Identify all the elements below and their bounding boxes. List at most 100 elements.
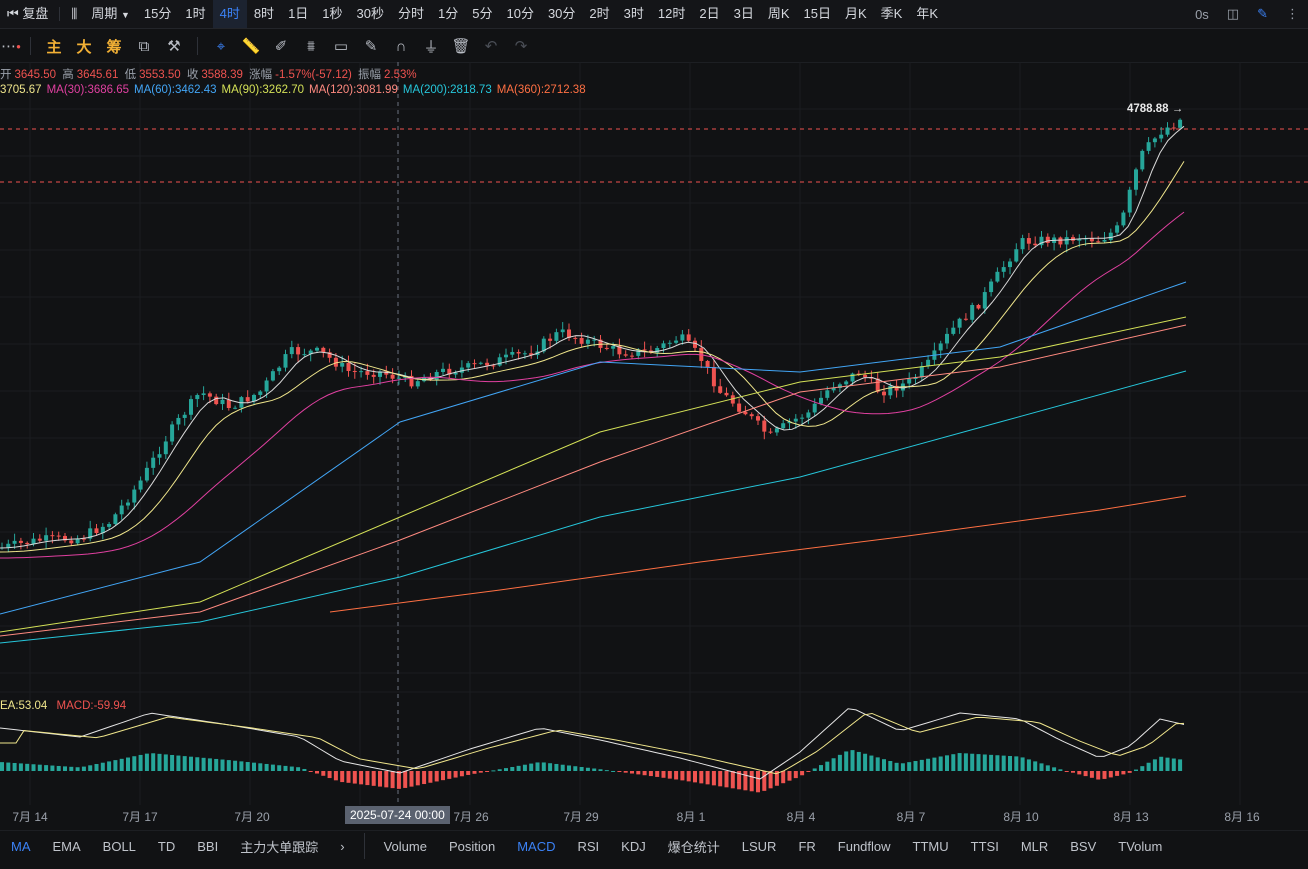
cursor-tool-icon[interactable]: ⌖ (216, 37, 226, 55)
sub-indicator-11[interactable]: MLR (1020, 838, 1049, 854)
macd-bar (239, 761, 244, 771)
time-tick: 8月 10 (1003, 810, 1039, 824)
sub-indicator-1[interactable]: Position (448, 838, 496, 854)
macd-bar (1134, 769, 1138, 771)
price-chart[interactable] (0, 62, 1308, 805)
redo-icon[interactable]: ↷ (514, 38, 528, 55)
macd-bar (396, 771, 401, 789)
interval-18[interactable]: 15日 (803, 6, 831, 21)
trash-icon[interactable]: 🗑 (451, 38, 471, 55)
undo-icon[interactable]: ↶ (484, 38, 498, 55)
main-indicator-0[interactable]: MA (11, 838, 31, 854)
macd-bar (579, 766, 584, 771)
interval-7[interactable]: 分时 (398, 6, 425, 21)
macd-bar (894, 762, 899, 771)
tools-icon[interactable]: ⚒ (167, 38, 181, 55)
chevron-right-icon[interactable]: › (340, 838, 345, 854)
measure-icon[interactable]: ▭ (333, 38, 349, 55)
ruler-icon[interactable]: 📏 (241, 38, 261, 55)
interval-10[interactable]: 10分 (506, 6, 534, 21)
interval-16[interactable]: 3日 (733, 6, 754, 21)
more-icon[interactable]: ⋮ (1286, 6, 1299, 21)
brush-icon[interactable]: ✐ (274, 38, 288, 55)
sub-indicator-2[interactable]: MACD (517, 838, 556, 854)
macd-bar (711, 771, 716, 786)
candle-body (756, 416, 760, 421)
interval-6[interactable]: 30秒 (356, 6, 384, 21)
macd-bar (636, 771, 641, 775)
macd-bar (913, 761, 918, 771)
main-chart-toggle[interactable]: 主 (46, 38, 62, 56)
main-indicator-5[interactable]: 主力大单跟踪 (240, 839, 319, 855)
magnet-icon[interactable]: ∩ (395, 37, 407, 55)
interval-0[interactable]: 15分 (143, 6, 172, 21)
interval-9[interactable]: 5分 (472, 6, 493, 21)
main-indicator-3[interactable]: TD (157, 838, 176, 854)
interval-4[interactable]: 1日 (288, 6, 309, 21)
interval-8[interactable]: 1分 (438, 6, 459, 21)
main-indicator-1[interactable]: EMA (52, 838, 81, 854)
interval-13[interactable]: 3时 (623, 6, 644, 21)
macd-bar (296, 767, 301, 771)
camera-icon[interactable]: ◫ (1226, 6, 1240, 21)
interval-11[interactable]: 30分 (547, 6, 576, 21)
interval-17[interactable]: 周K (767, 6, 790, 21)
sub-indicator-5[interactable]: 爆仓统计 (667, 839, 720, 855)
dea-line (0, 712, 1185, 775)
interval-21[interactable]: 年K (916, 6, 938, 21)
replay-button[interactable]: ⏮ 复盘 (0, 0, 55, 28)
interval-5[interactable]: 1秒 (322, 6, 343, 21)
candle-body (812, 403, 817, 413)
sub-indicator-9[interactable]: TTMU (912, 838, 949, 854)
interval-14[interactable]: 12时 (657, 6, 686, 21)
main-indicator-4[interactable]: BBI (197, 838, 219, 854)
macd-bar (25, 763, 30, 771)
compare-icon[interactable]: ⧉ (138, 37, 150, 55)
candle-body (850, 373, 855, 382)
main-indicator-2[interactable]: BOLL (102, 838, 136, 854)
interval-15[interactable]: 2日 (699, 6, 720, 21)
more-dots-icon[interactable]: ⋯ ● (1, 38, 21, 55)
macd-bar (743, 771, 748, 791)
pencil-icon[interactable]: ✎ (1257, 6, 1268, 21)
macd-bar (674, 771, 679, 780)
sub-indicator-10[interactable]: TTSI (970, 838, 999, 854)
interval-12[interactable]: 2时 (589, 6, 610, 21)
macd-bar (1140, 766, 1145, 771)
sub-indicator-8[interactable]: Fundflow (837, 838, 891, 854)
macd-bar (1096, 771, 1101, 780)
period-dropdown[interactable]: 周期 ▼ (84, 0, 137, 28)
candle-body (743, 411, 748, 415)
macd-bar (258, 763, 263, 771)
macd-bar (264, 763, 269, 771)
interval-19[interactable]: 月K (844, 6, 867, 21)
interval-1[interactable]: 1时 (185, 6, 206, 21)
candle-body (642, 349, 647, 351)
pattern-icon[interactable]: ⩩ (306, 37, 315, 55)
interval-3[interactable]: 8时 (253, 6, 275, 21)
sub-indicator-7[interactable]: FR (798, 838, 816, 854)
large-order-toggle[interactable]: 大 (76, 38, 92, 56)
sub-indicator-0[interactable]: Volume (383, 838, 427, 854)
macd-bar (781, 771, 786, 784)
sub-indicator-6[interactable]: LSUR (741, 838, 777, 854)
interval-2[interactable]: 4时 (212, 0, 247, 28)
note-icon[interactable]: ✎ (364, 38, 378, 55)
macd-value: MACD:-59.94 (56, 700, 127, 712)
candle-type-button[interactable]: ⫼ (64, 0, 84, 28)
sub-indicator-12[interactable]: BSV (1070, 838, 1097, 854)
candle-body (831, 388, 836, 391)
sub-indicator-13[interactable]: TVolum (1118, 838, 1163, 854)
chip-distribution-toggle[interactable]: 筹 (106, 38, 122, 56)
macd-bar (768, 771, 773, 789)
sub-indicator-3[interactable]: RSI (577, 838, 600, 854)
candle-body (516, 352, 521, 354)
filter-icon[interactable]: ⏚ (423, 38, 439, 56)
candle-body (25, 542, 30, 545)
candle-body (567, 329, 571, 338)
macd-bar (384, 771, 389, 788)
interval-20[interactable]: 季K (880, 6, 903, 21)
macd-bar (434, 771, 439, 782)
sub-indicator-4[interactable]: KDJ (621, 838, 646, 854)
macd-bar (793, 771, 798, 779)
